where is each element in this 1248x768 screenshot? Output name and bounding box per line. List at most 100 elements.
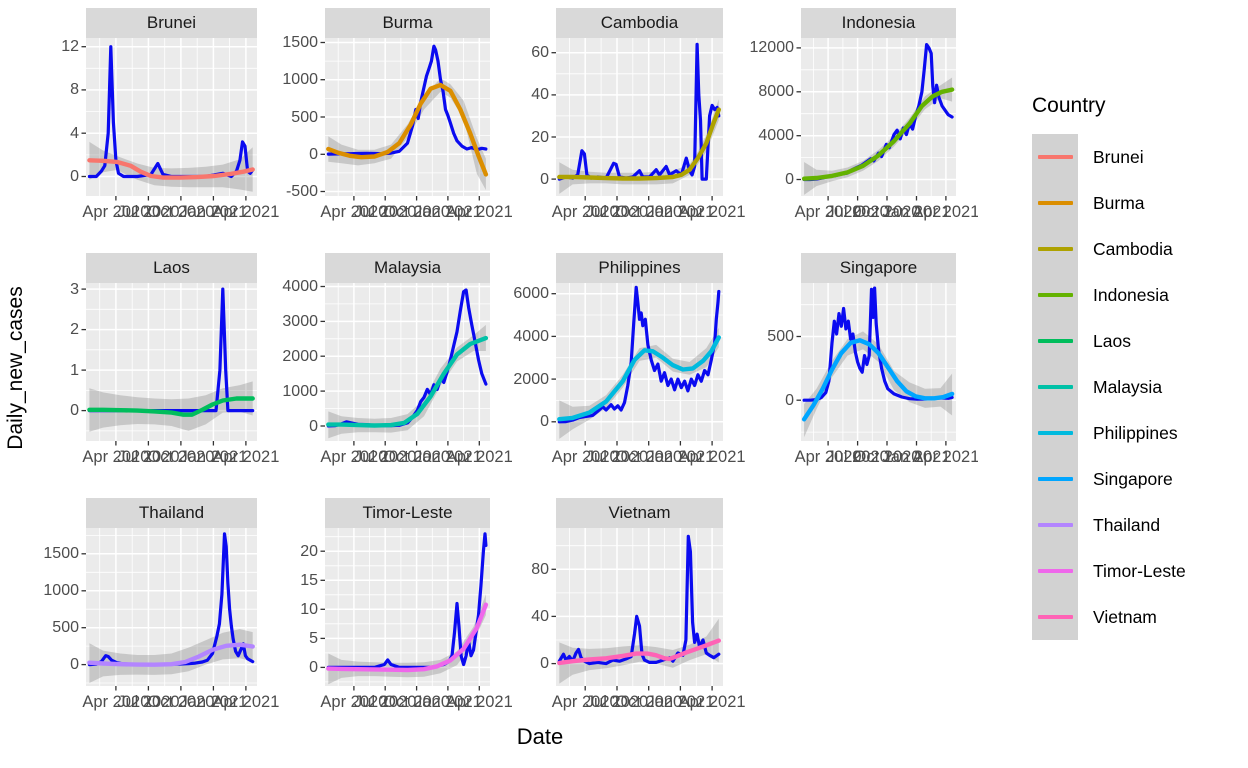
x-tick-label: Jul 2020 <box>353 693 417 711</box>
facet-panel <box>551 38 723 201</box>
facet-title: Thailand <box>138 503 205 522</box>
facet-panel <box>320 528 490 691</box>
y-tick-label: 8000 <box>758 83 794 101</box>
facet-title: Vietnam <box>608 503 671 522</box>
legend-key <box>1032 548 1078 594</box>
y-axis: 0 1000 2000 3000 4000 <box>273 278 325 441</box>
x-tick-label: Apr 2020 <box>82 448 150 466</box>
y-axis: 0 1 2 3 <box>40 281 86 441</box>
facet-grid: Brunei 0 4 8 12 Apr 2020 Jul 2020 Oct 2020 Jan 2… <box>40 8 978 739</box>
y-tick-label: 1 <box>70 361 79 379</box>
smooth-trend-line <box>87 396 255 417</box>
confidence-ribbon <box>559 618 719 684</box>
legend-item-cambodia: Cambodia <box>1032 226 1186 272</box>
facet-title: Indonesia <box>841 13 916 32</box>
y-tick-label: 6000 <box>513 285 549 303</box>
smooth-trend-line <box>557 335 722 422</box>
y-tick-label: 80 <box>531 560 549 578</box>
plot-area: Brunei 0 4 8 12 Apr 2020 Jul 2020 Oct 2020 Jan 2… <box>40 8 978 748</box>
x-axis: Apr 2020 Jul 2020 Oct 2020 Jan 2021 Apr 2021 <box>320 686 512 730</box>
x-tick-label: Jul 2020 <box>353 448 417 466</box>
facet-panel <box>320 283 490 446</box>
y-tick-label: 20 <box>300 542 318 560</box>
legend-item-philippines: Philippines <box>1032 410 1186 456</box>
legend-key <box>1032 410 1078 456</box>
facet-burma: Burma -500 0 500 1000 1500 Apr 2020 Jul 2020 Oct… <box>273 8 513 249</box>
x-tick-label: Apr 2021 <box>445 203 513 221</box>
y-tick-label: -500 <box>285 183 318 200</box>
legend-swatch <box>1037 522 1073 528</box>
legend-item-brunei: Brunei <box>1032 134 1186 180</box>
y-tick-label: 4000 <box>513 327 549 345</box>
x-tick-label: Apr 2020 <box>551 693 619 711</box>
smooth-trend-line <box>326 335 489 428</box>
x-tick-label: Oct 2020 <box>383 693 451 711</box>
y-tick-label: 4000 <box>758 127 794 145</box>
y-tick-label: 1000 <box>282 382 318 400</box>
x-tick-label: Jan 2021 <box>882 203 951 221</box>
legend-swatch <box>1037 430 1073 436</box>
legend-label: Burma <box>1093 192 1145 213</box>
legend-label: Laos <box>1093 330 1131 351</box>
legend-label: Indonesia <box>1093 284 1169 305</box>
x-axis: Apr 2020 Jul 2020 Oct 2020 Jan 2021 Apr 2021 <box>82 441 279 485</box>
y-tick-label: 20 <box>531 128 549 146</box>
legend-item-vietnam: Vietnam <box>1032 594 1186 640</box>
facet-vietnam: Vietnam 0 40 80 Apr 2020 Jul 2020 Oct 2020 Jan … <box>506 498 746 739</box>
y-tick-label: 10 <box>300 600 318 618</box>
x-axis: Apr 2020 Jul 2020 Oct 2020 Jan 2021 Apr 2021 <box>552 441 746 485</box>
facet-panel <box>81 38 257 201</box>
y-axis: -500 0 500 1000 1500 <box>273 34 325 200</box>
facet-philippines: Philippines 0 2000 4000 6000 Apr 2020 Jul 2020… <box>506 253 746 494</box>
legend-item-indonesia: Indonesia <box>1032 272 1186 318</box>
x-axis-title: Date <box>516 724 564 749</box>
x-tick-label: Oct 2020 <box>383 203 451 221</box>
facet-timor-leste: Timor-Leste 0 5 10 15 20 Apr 2020 Jul 2020 Oct 2… <box>273 498 513 739</box>
y-tick-label: 2 <box>70 321 79 339</box>
smooth-trend-line <box>557 107 722 181</box>
legend-label: Thailand <box>1093 514 1161 535</box>
legend-item-timor-leste: Timor-Leste <box>1032 548 1186 594</box>
x-tick-label: Jan 2021 <box>646 448 715 466</box>
y-tick-label: 0 <box>540 655 549 673</box>
legend-label: Malaysia <box>1093 376 1163 397</box>
legend-key <box>1032 594 1078 640</box>
legend-title: Country <box>1032 94 1106 117</box>
y-axis: 0 20 40 60 <box>506 38 556 196</box>
facet-panel <box>320 38 490 201</box>
legend-swatch <box>1037 154 1073 160</box>
x-tick-label: Jul 2020 <box>585 693 649 711</box>
facet-strip: Cambodia <box>556 8 723 38</box>
facet-title: Burma <box>382 13 433 32</box>
y-tick-label: 60 <box>531 44 549 62</box>
confidence-ribbon <box>89 141 253 192</box>
x-tick-label: Apr 2020 <box>320 203 388 221</box>
x-tick-label: Apr 2021 <box>212 693 280 711</box>
x-axis: Apr 2020 Jul 2020 Oct 2020 Jan 2021 Apr 2021 <box>82 196 279 240</box>
facet-brunei: Brunei 0 4 8 12 Apr 2020 Jul 2020 Oct 2020 Jan 2… <box>40 8 279 249</box>
x-tick-label: Jul 2020 <box>117 203 180 221</box>
facet-strip: Malaysia <box>325 253 490 283</box>
facet-panel <box>551 528 723 691</box>
x-axis: Apr 2020 Jul 2020 Oct 2020 Jan 2021 Apr 2021 <box>552 686 746 730</box>
legend-key <box>1032 180 1078 226</box>
x-tick-label: Jul 2020 <box>117 448 180 466</box>
daily-cases-line <box>802 286 954 402</box>
y-axis: 0 2000 4000 6000 <box>506 283 556 441</box>
legend-item-laos: Laos <box>1032 318 1186 364</box>
legend-label: Vietnam <box>1093 606 1157 627</box>
x-tick-label: Apr 2021 <box>678 693 746 711</box>
x-axis: Apr 2020 Jul 2020 Oct 2020 Jan 2021 Apr 2021 <box>320 196 512 240</box>
facet-title: Timor-Leste <box>362 503 453 522</box>
x-tick-label: Jan 2021 <box>413 693 482 711</box>
facet-strip: Vietnam <box>556 498 723 528</box>
facet-panel <box>81 528 257 691</box>
facet-strip: Timor-Leste <box>325 498 490 528</box>
facet-title: Cambodia <box>600 13 679 32</box>
legend-label: Cambodia <box>1093 238 1173 259</box>
confidence-ribbon <box>89 381 253 432</box>
legend-swatch <box>1037 246 1073 252</box>
legend-key <box>1032 502 1078 548</box>
facet-panel <box>796 283 956 446</box>
